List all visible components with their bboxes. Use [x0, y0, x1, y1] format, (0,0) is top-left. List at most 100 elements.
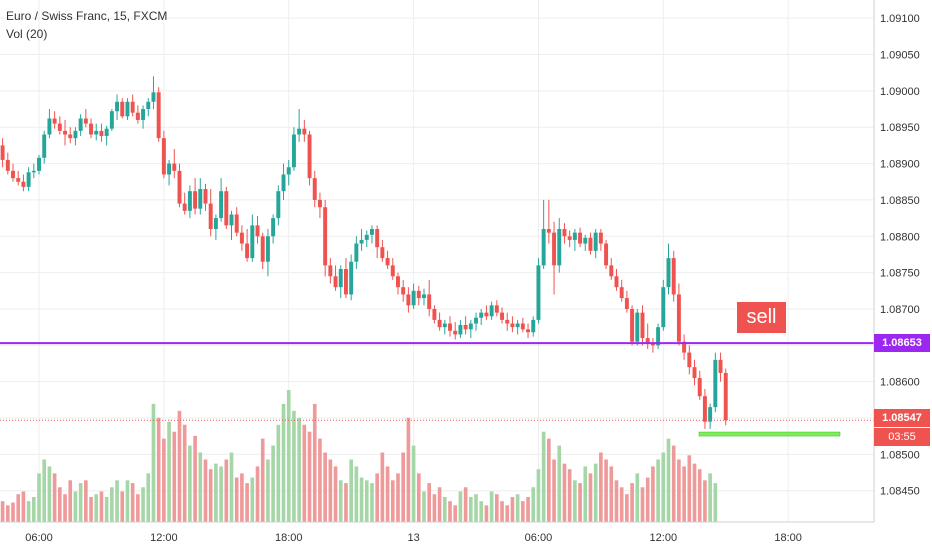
time-axis-labels: 06:00 12:00 18:00 13 06:00 12:00 18:00 [25, 532, 802, 544]
volume-bar [541, 431, 546, 522]
candle-body [177, 170, 182, 204]
candle-body [692, 367, 697, 379]
volume-bar [552, 459, 556, 522]
volume-bar [682, 466, 686, 522]
volume-bar [68, 480, 73, 522]
volume-bar [411, 445, 416, 522]
candle-body [531, 319, 536, 333]
candle-body [47, 118, 52, 135]
volume-bar [89, 496, 93, 522]
volume-bar [468, 496, 473, 522]
candle-body [369, 229, 374, 235]
volume-bar [510, 496, 515, 522]
volume-bar [479, 501, 484, 522]
price-tick-label: 1.09100 [880, 13, 920, 25]
volume-bar [401, 452, 406, 522]
volume-bar [323, 452, 327, 522]
volume-bar [115, 480, 119, 522]
candle-body [396, 276, 400, 288]
candle-body [572, 232, 577, 240]
candle-body [656, 327, 661, 346]
price-tick-label: 1.08750 [880, 268, 920, 280]
candle-body [526, 329, 531, 333]
candle-body [57, 123, 62, 131]
volume-bar [562, 463, 567, 522]
volume-bar [474, 494, 478, 522]
volume-bar [651, 466, 655, 522]
candle-body [234, 214, 239, 233]
candle-body [343, 268, 348, 295]
candle-body [135, 112, 140, 120]
candle-body [198, 189, 203, 209]
candle-body [593, 232, 598, 251]
volume-indicator-label[interactable]: Vol (20) [6, 27, 48, 41]
support-marker[interactable] [698, 431, 841, 437]
candle-body [31, 170, 36, 173]
price-tick-label: 1.08700 [880, 304, 920, 316]
candle-body [68, 134, 73, 139]
volume-bar [245, 483, 249, 522]
candle-body [161, 138, 166, 175]
volume-bar [442, 496, 447, 522]
volume-bar [625, 494, 629, 522]
candle-body [328, 265, 333, 277]
sell-label[interactable]: sell [737, 302, 786, 333]
volume-bar [286, 390, 291, 522]
candle-body [109, 111, 114, 129]
volume-bar [104, 496, 109, 522]
candle-body [453, 330, 458, 335]
volume-bar [78, 483, 83, 522]
price-tick-label: 1.09000 [880, 86, 920, 98]
volume-bar [396, 473, 400, 522]
candle-body [583, 237, 588, 244]
volume-bar [708, 473, 712, 522]
candle-body [432, 308, 437, 320]
volume-bar [271, 445, 275, 522]
volume-bar [333, 466, 338, 522]
price-tick-label: 1.08500 [880, 449, 920, 461]
volume-bar [578, 483, 582, 522]
candle-body [401, 287, 406, 295]
candle-body [510, 323, 515, 328]
volume-bar [666, 438, 671, 522]
candle-body [458, 324, 463, 335]
candle-body [94, 130, 99, 135]
candle-body [265, 236, 270, 262]
candle-body [422, 294, 426, 299]
volume-bar [661, 452, 666, 522]
volume-bar [16, 494, 21, 522]
price-tick-label: 1.08450 [880, 486, 920, 498]
volume-bar [318, 438, 322, 522]
candle-body [468, 323, 473, 330]
volume-bar [11, 502, 15, 522]
volume-bar [453, 505, 458, 522]
volume-bar [526, 496, 530, 522]
volume-bars [0, 390, 718, 522]
volume-bar [42, 459, 47, 522]
volume-bar [5, 505, 10, 522]
candle-body [130, 101, 135, 113]
candle-body [146, 101, 151, 110]
volume-bar [359, 477, 364, 522]
volume-bar [198, 452, 203, 522]
price-tick-label: 1.08800 [880, 231, 920, 243]
candle-body [276, 191, 281, 219]
volume-bar [703, 480, 707, 522]
time-tick-label: 13 [407, 532, 419, 544]
volume-bar [458, 491, 463, 522]
candle-body [650, 343, 655, 346]
volume-bar [328, 459, 333, 522]
time-tick-label: 06:00 [525, 532, 553, 544]
volume-bar [141, 487, 145, 522]
candle-body [557, 229, 562, 266]
current-price-tag: 1.08547 [874, 409, 930, 427]
candle-body [713, 359, 718, 408]
price-axis-labels: 1.09100 1.09050 1.09000 1.08950 1.08900 1.088… [880, 13, 920, 498]
candle-body [73, 130, 78, 139]
candle-body [375, 229, 380, 248]
candle-body [619, 287, 624, 299]
volume-bar [614, 480, 619, 522]
candle-body [104, 128, 109, 136]
candle-body [359, 239, 364, 244]
